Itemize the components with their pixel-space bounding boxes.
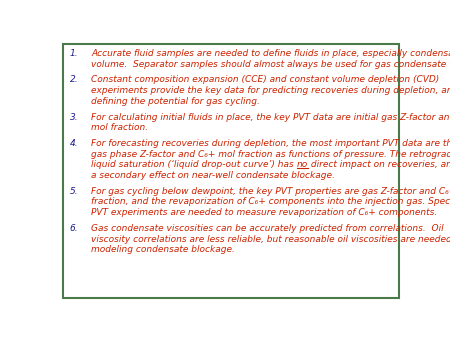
Text: For gas cycling below dewpoint, the key PVT properties are gas Z-factor and C₆+: For gas cycling below dewpoint, the key …: [91, 187, 450, 196]
FancyBboxPatch shape: [63, 44, 399, 298]
Text: gas phase Z-factor and C₆+ mol fraction as functions of pressure. The retrograde: gas phase Z-factor and C₆+ mol fraction …: [91, 150, 450, 159]
Text: PVT experiments are needed to measure revaporization of C₆+ components.: PVT experiments are needed to measure re…: [91, 208, 437, 217]
Text: For forecasting recoveries during depletion, the most important PVT data are the: For forecasting recoveries during deplet…: [91, 139, 450, 148]
Text: Gas condensate viscosities can be accurately predicted from correlations.  Oil: Gas condensate viscosities can be accura…: [91, 224, 444, 233]
Text: Accurate fluid samples are needed to define fluids in place, especially condensa: Accurate fluid samples are needed to def…: [91, 49, 450, 58]
Text: volume.  Separator samples should almost always be used for gas condensate wells: volume. Separator samples should almost …: [91, 60, 450, 69]
Text: defining the potential for gas cycling.: defining the potential for gas cycling.: [91, 97, 260, 106]
Text: fraction, and the revaporization of C₆+ components into the injection gas. Speci: fraction, and the revaporization of C₆+ …: [91, 197, 450, 207]
Text: experiments provide the key data for predicting recoveries during depletion, and: experiments provide the key data for pre…: [91, 86, 450, 95]
Text: 1.: 1.: [69, 49, 78, 58]
Text: mol fraction.: mol fraction.: [91, 123, 148, 132]
Text: 3.: 3.: [69, 113, 78, 122]
Text: 5.: 5.: [69, 187, 78, 196]
Text: a secondary effect on near-well condensate blockage.: a secondary effect on near-well condensa…: [91, 171, 335, 180]
Text: no: no: [297, 161, 308, 169]
Text: direct impact on recoveries, and only: direct impact on recoveries, and only: [308, 161, 450, 169]
Text: Constant composition expansion (CCE) and constant volume depletion (CVD): Constant composition expansion (CCE) and…: [91, 75, 439, 84]
Text: liquid saturation (‘liquid drop-out curve’) has: liquid saturation (‘liquid drop-out curv…: [91, 161, 297, 169]
Text: modeling condensate blockage.: modeling condensate blockage.: [91, 245, 235, 255]
Text: 2.: 2.: [69, 75, 78, 84]
Text: viscosity correlations are less reliable, but reasonable oil viscosities are nee: viscosity correlations are less reliable…: [91, 235, 450, 244]
Text: 6.: 6.: [69, 224, 78, 233]
Text: 4.: 4.: [69, 139, 78, 148]
Text: For calculating initial fluids in place, the key PVT data are initial gas Z-fact: For calculating initial fluids in place,…: [91, 113, 450, 122]
